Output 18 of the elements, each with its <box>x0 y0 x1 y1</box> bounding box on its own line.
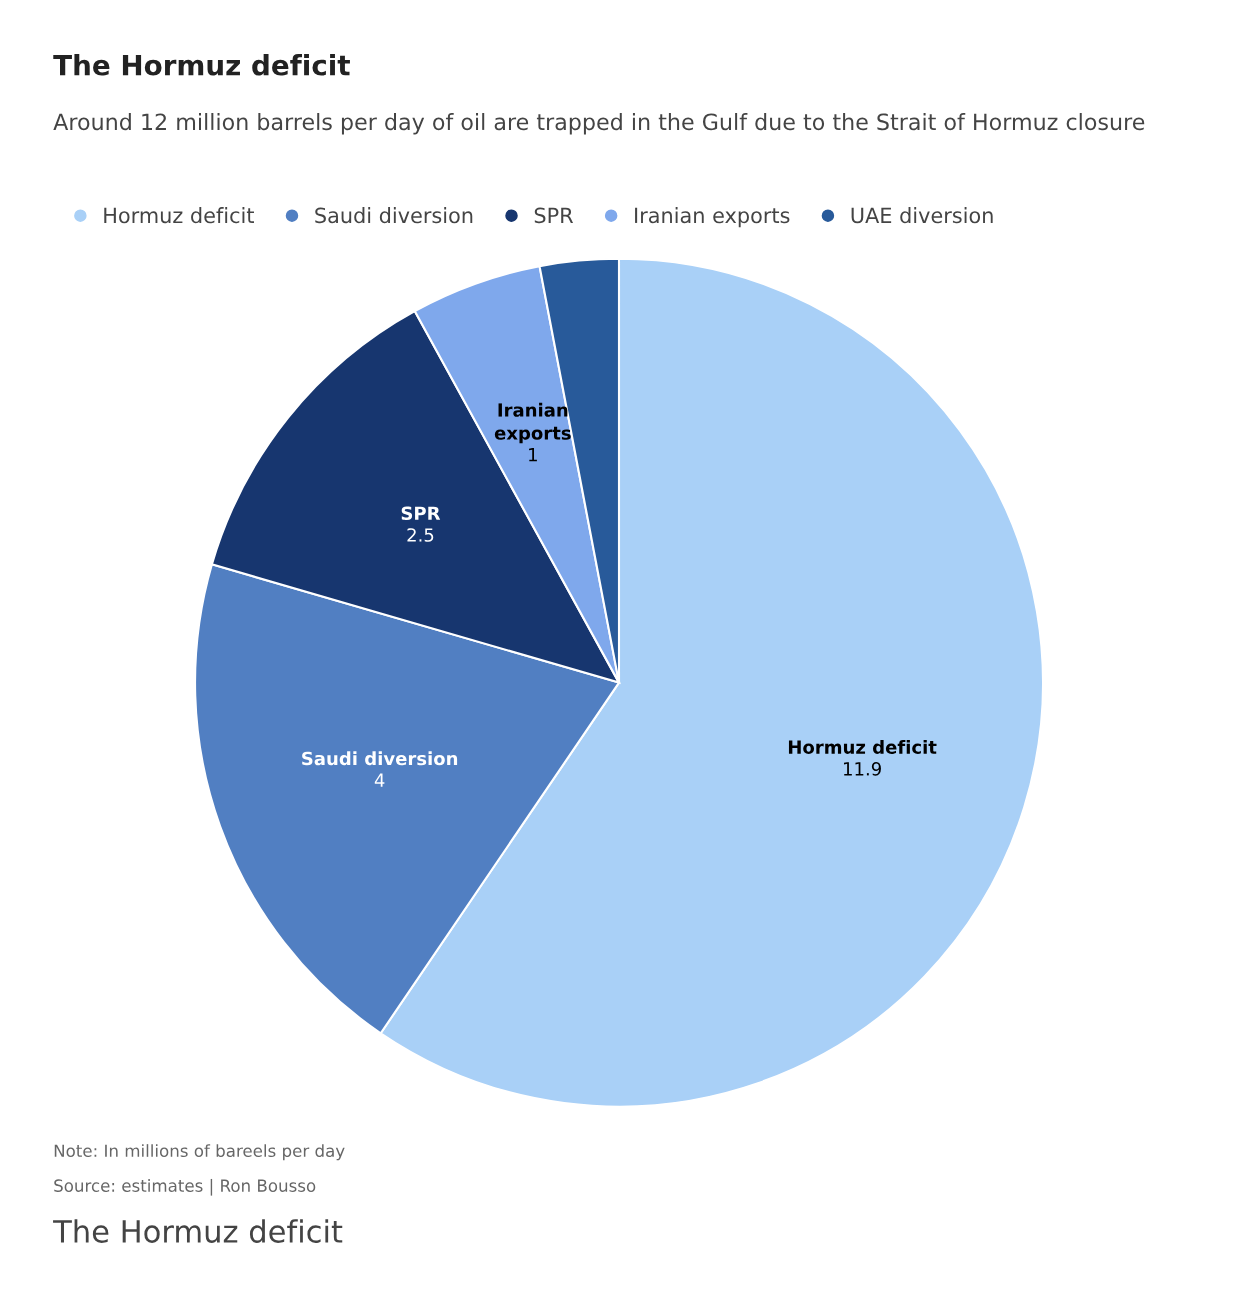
legend-label: SPR <box>534 207 574 224</box>
data-label: 1 <box>529 448 537 462</box>
source-note: Source: estimates | Ron Bousso <box>54 1178 316 1196</box>
legend-label: Iranian exports <box>635 207 790 228</box>
legend-label: Hormuz deficit <box>104 207 254 224</box>
legend-label: Saudi diversion <box>315 207 473 224</box>
chart-title: The Hormuz deficit <box>53 54 350 76</box>
text: Note: In millions of bareels per day <box>54 1144 345 1161</box>
slice-label: Saudi diversion <box>302 751 458 766</box>
legend-label: UAE diversion <box>851 207 993 224</box>
slice-label: SPR <box>401 506 441 521</box>
data-label: 11.9 <box>844 761 881 776</box>
slice-label: Hormuz deficit <box>788 739 937 754</box>
slice-label: Iranian exports <box>494 402 571 444</box>
text: The Hormuz deficit <box>53 1219 343 1243</box>
data-label: 4 <box>374 773 385 787</box>
chart-subtitle: Around 12 million barrels per day of oil are trapped in the Gulf due to the Strait of Hormuz closure <box>53 113 1145 135</box>
data-label: 2.5 <box>407 528 434 542</box>
